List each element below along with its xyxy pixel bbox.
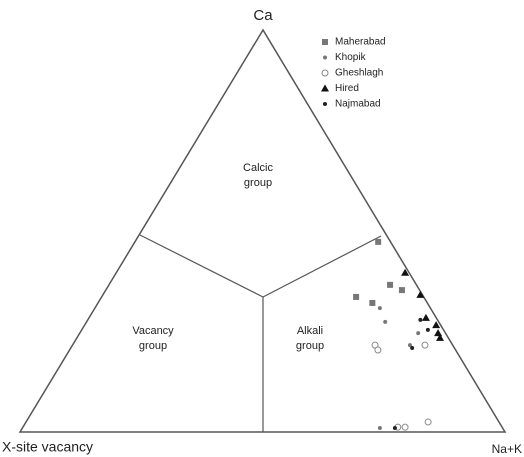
point <box>410 345 415 350</box>
point <box>369 299 376 306</box>
region-boundaries <box>139 234 382 432</box>
vertex-label: X-site vacancy <box>2 439 93 455</box>
point <box>387 281 394 288</box>
region-label: group <box>244 177 272 189</box>
point <box>322 39 328 45</box>
region-label: group <box>139 340 167 352</box>
point <box>321 84 329 92</box>
vertex-label: Na+K <box>492 442 522 456</box>
point <box>421 313 430 321</box>
region-label: Vacancy <box>132 325 174 337</box>
point <box>434 329 443 337</box>
legend-label: Maherabad <box>335 37 386 48</box>
point <box>416 290 425 298</box>
point <box>398 287 405 294</box>
point <box>401 423 409 431</box>
point <box>424 418 432 426</box>
point <box>421 341 429 349</box>
point <box>425 327 430 332</box>
point <box>323 55 327 60</box>
point <box>374 346 382 354</box>
boundary <box>139 234 264 298</box>
region-label: group <box>296 340 324 352</box>
legend-label: Hired <box>335 83 359 94</box>
point <box>432 321 441 329</box>
point <box>377 425 382 430</box>
point <box>407 343 412 348</box>
region-label: Alkali <box>297 325 323 337</box>
point <box>392 425 397 430</box>
region-label: Calcic <box>243 162 273 174</box>
legend-label: Khopik <box>335 52 367 63</box>
point <box>323 102 327 106</box>
point <box>436 333 445 341</box>
point <box>383 319 388 324</box>
point <box>401 268 410 276</box>
point <box>353 293 360 300</box>
point <box>416 331 421 336</box>
point <box>375 238 382 245</box>
point <box>377 306 382 311</box>
vertex-label: Ca <box>253 7 273 24</box>
point <box>321 69 329 77</box>
point <box>418 317 423 322</box>
boundary <box>262 235 382 298</box>
legend-label: Najmabad <box>335 99 381 110</box>
legend-label: Gheshlagh <box>335 68 383 79</box>
